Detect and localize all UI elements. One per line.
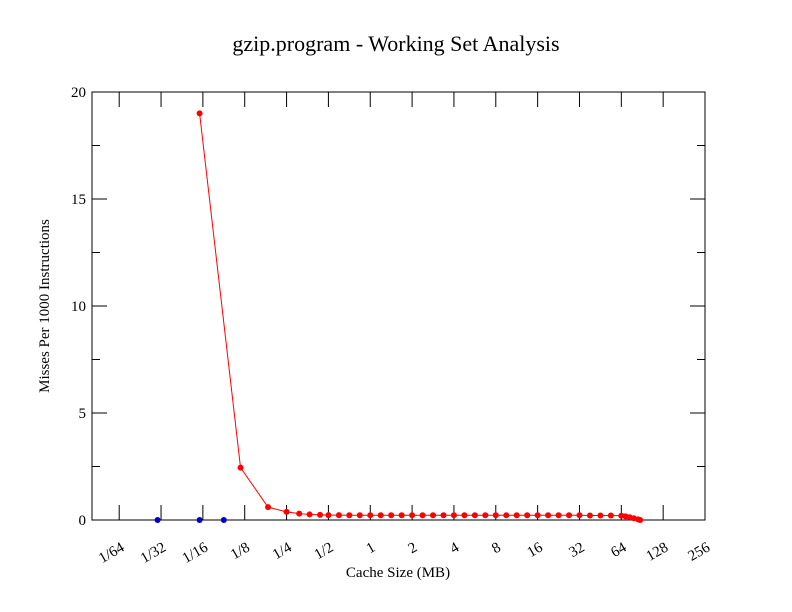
x-tick-label: 1/16 bbox=[180, 539, 212, 566]
blue-data-point bbox=[220, 517, 227, 523]
red-data-point bbox=[296, 510, 303, 517]
red-data-point bbox=[237, 464, 244, 471]
red-data-point bbox=[306, 511, 313, 518]
red-data-point bbox=[503, 512, 510, 519]
blue-data-point bbox=[154, 517, 161, 523]
x-tick-label: 16 bbox=[525, 539, 546, 561]
x-tick-label: 4 bbox=[447, 539, 462, 557]
red-data-point bbox=[545, 512, 552, 519]
red-data-point bbox=[335, 512, 342, 519]
x-tick-label: 1/32 bbox=[138, 540, 169, 567]
red-data-point bbox=[317, 511, 324, 518]
x-tick-label: 256 bbox=[686, 539, 714, 564]
red-data-point bbox=[524, 512, 531, 519]
red-data-point bbox=[398, 512, 405, 519]
x-axis-label: Cache Size (MB) bbox=[346, 565, 450, 581]
x-tick-label: 8 bbox=[489, 540, 503, 558]
y-tick-label: 10 bbox=[71, 299, 86, 315]
plot-frame bbox=[91, 91, 706, 521]
red-data-point bbox=[325, 512, 332, 519]
red-data-point bbox=[440, 512, 447, 519]
red-data-point bbox=[346, 512, 353, 519]
x-tick-label: 1/8 bbox=[228, 540, 253, 563]
red-data-point bbox=[534, 512, 541, 519]
red-data-point bbox=[265, 504, 272, 511]
y-tick-label: 0 bbox=[79, 513, 87, 529]
red-data-point bbox=[419, 512, 426, 519]
red-data-point bbox=[409, 512, 416, 519]
chart-title: gzip.program - Working Set Analysis bbox=[232, 31, 559, 56]
red-data-point bbox=[356, 512, 363, 519]
red-data-point bbox=[388, 512, 395, 519]
x-tick-label: 1/2 bbox=[312, 540, 337, 563]
y-tick-label: 5 bbox=[79, 406, 87, 422]
red-data-point bbox=[637, 517, 644, 523]
y-axis-label: Misses Per 1000 Instructions bbox=[37, 219, 53, 393]
red-data-point bbox=[597, 512, 604, 519]
x-tick-label: 1 bbox=[364, 540, 378, 558]
x-tick-label: 32 bbox=[566, 540, 587, 561]
y-tick-label: 20 bbox=[71, 85, 86, 101]
y-tick-label: 15 bbox=[71, 192, 86, 208]
red-data-point bbox=[430, 512, 437, 519]
x-tick-label: 128 bbox=[644, 540, 671, 565]
red-data-point bbox=[283, 508, 290, 515]
red-series-line bbox=[199, 113, 641, 521]
red-data-point bbox=[196, 110, 203, 117]
x-tick-label: 1/64 bbox=[96, 539, 128, 566]
x-tick-label: 64 bbox=[608, 539, 629, 561]
red-data-point bbox=[377, 512, 384, 519]
red-data-point bbox=[461, 512, 468, 519]
red-data-point bbox=[482, 512, 489, 519]
red-data-point bbox=[586, 512, 593, 519]
x-tick-label: 2 bbox=[406, 540, 420, 558]
red-data-point bbox=[513, 512, 520, 519]
red-data-point bbox=[450, 512, 457, 519]
red-data-point bbox=[576, 512, 583, 519]
red-data-point bbox=[566, 512, 573, 519]
red-data-point bbox=[367, 512, 374, 519]
red-data-point bbox=[492, 512, 499, 519]
blue-data-point bbox=[196, 517, 203, 523]
red-data-point bbox=[471, 512, 478, 519]
red-data-point bbox=[555, 512, 562, 519]
x-tick-label: 1/4 bbox=[270, 539, 295, 563]
red-data-point bbox=[607, 512, 614, 519]
